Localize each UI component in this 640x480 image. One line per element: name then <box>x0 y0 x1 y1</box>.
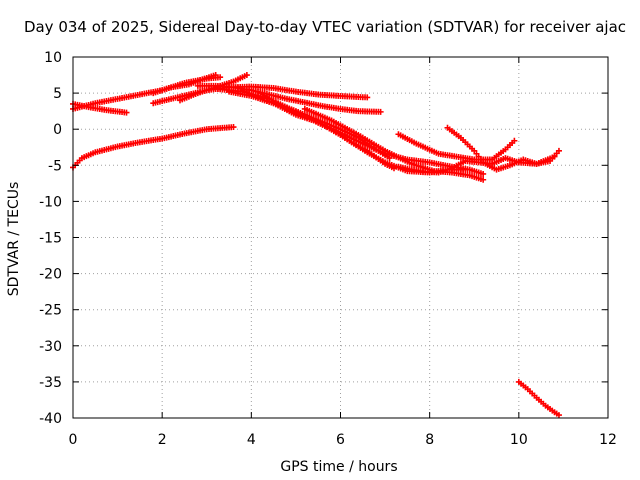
x-tick-label: 0 <box>69 432 78 448</box>
x-tick-label: 2 <box>158 432 167 448</box>
x-axis-label: GPS time / hours <box>280 459 397 475</box>
data-point <box>364 94 371 101</box>
gridlines <box>73 57 608 418</box>
x-tick-label: 6 <box>336 432 345 448</box>
data-point <box>230 124 237 131</box>
y-tick-label: 5 <box>53 86 62 102</box>
y-tick-label: -10 <box>39 194 62 210</box>
y-tick-label: -15 <box>39 231 62 247</box>
series-track-16 <box>515 378 562 419</box>
data-point <box>243 72 250 79</box>
series-track-8 <box>212 85 397 172</box>
series-track-4 <box>150 72 219 97</box>
y-tick-label: -25 <box>39 303 62 319</box>
data-point <box>555 147 562 154</box>
data-point <box>511 137 518 144</box>
series-track-12 <box>301 105 487 183</box>
data-point <box>480 170 487 177</box>
series-track-3 <box>70 124 237 171</box>
data-series <box>70 72 562 419</box>
series-track-15 <box>444 124 562 173</box>
y-tick-label: -30 <box>39 339 62 355</box>
data-point <box>212 72 219 79</box>
x-tick-label: 12 <box>599 432 617 448</box>
y-tick-label: -40 <box>39 411 62 427</box>
x-tick-label: 10 <box>510 432 528 448</box>
data-point <box>480 176 487 183</box>
chart-title: Day 034 of 2025, Sidereal Day-to-day VTE… <box>24 18 626 36</box>
x-tick-label: 4 <box>247 432 256 448</box>
y-tick-label: -35 <box>39 375 62 391</box>
axis-ticks: 0 2 4 6 8 10 12 10 5 0 -5 -10 -15 -20 -25 -30 -35 -40 <box>39 50 617 448</box>
data-point <box>123 109 130 116</box>
y-tick-label: 10 <box>44 50 62 66</box>
data-point <box>555 412 562 419</box>
data-point <box>217 74 224 81</box>
data-point <box>377 108 384 115</box>
y-tick-label: 0 <box>53 122 62 138</box>
y-tick-label: -20 <box>39 267 62 283</box>
y-axis-label: SDTVAR / TECUs <box>6 182 22 297</box>
y-tick-label: -5 <box>48 158 62 174</box>
x-tick-label: 8 <box>425 432 434 448</box>
